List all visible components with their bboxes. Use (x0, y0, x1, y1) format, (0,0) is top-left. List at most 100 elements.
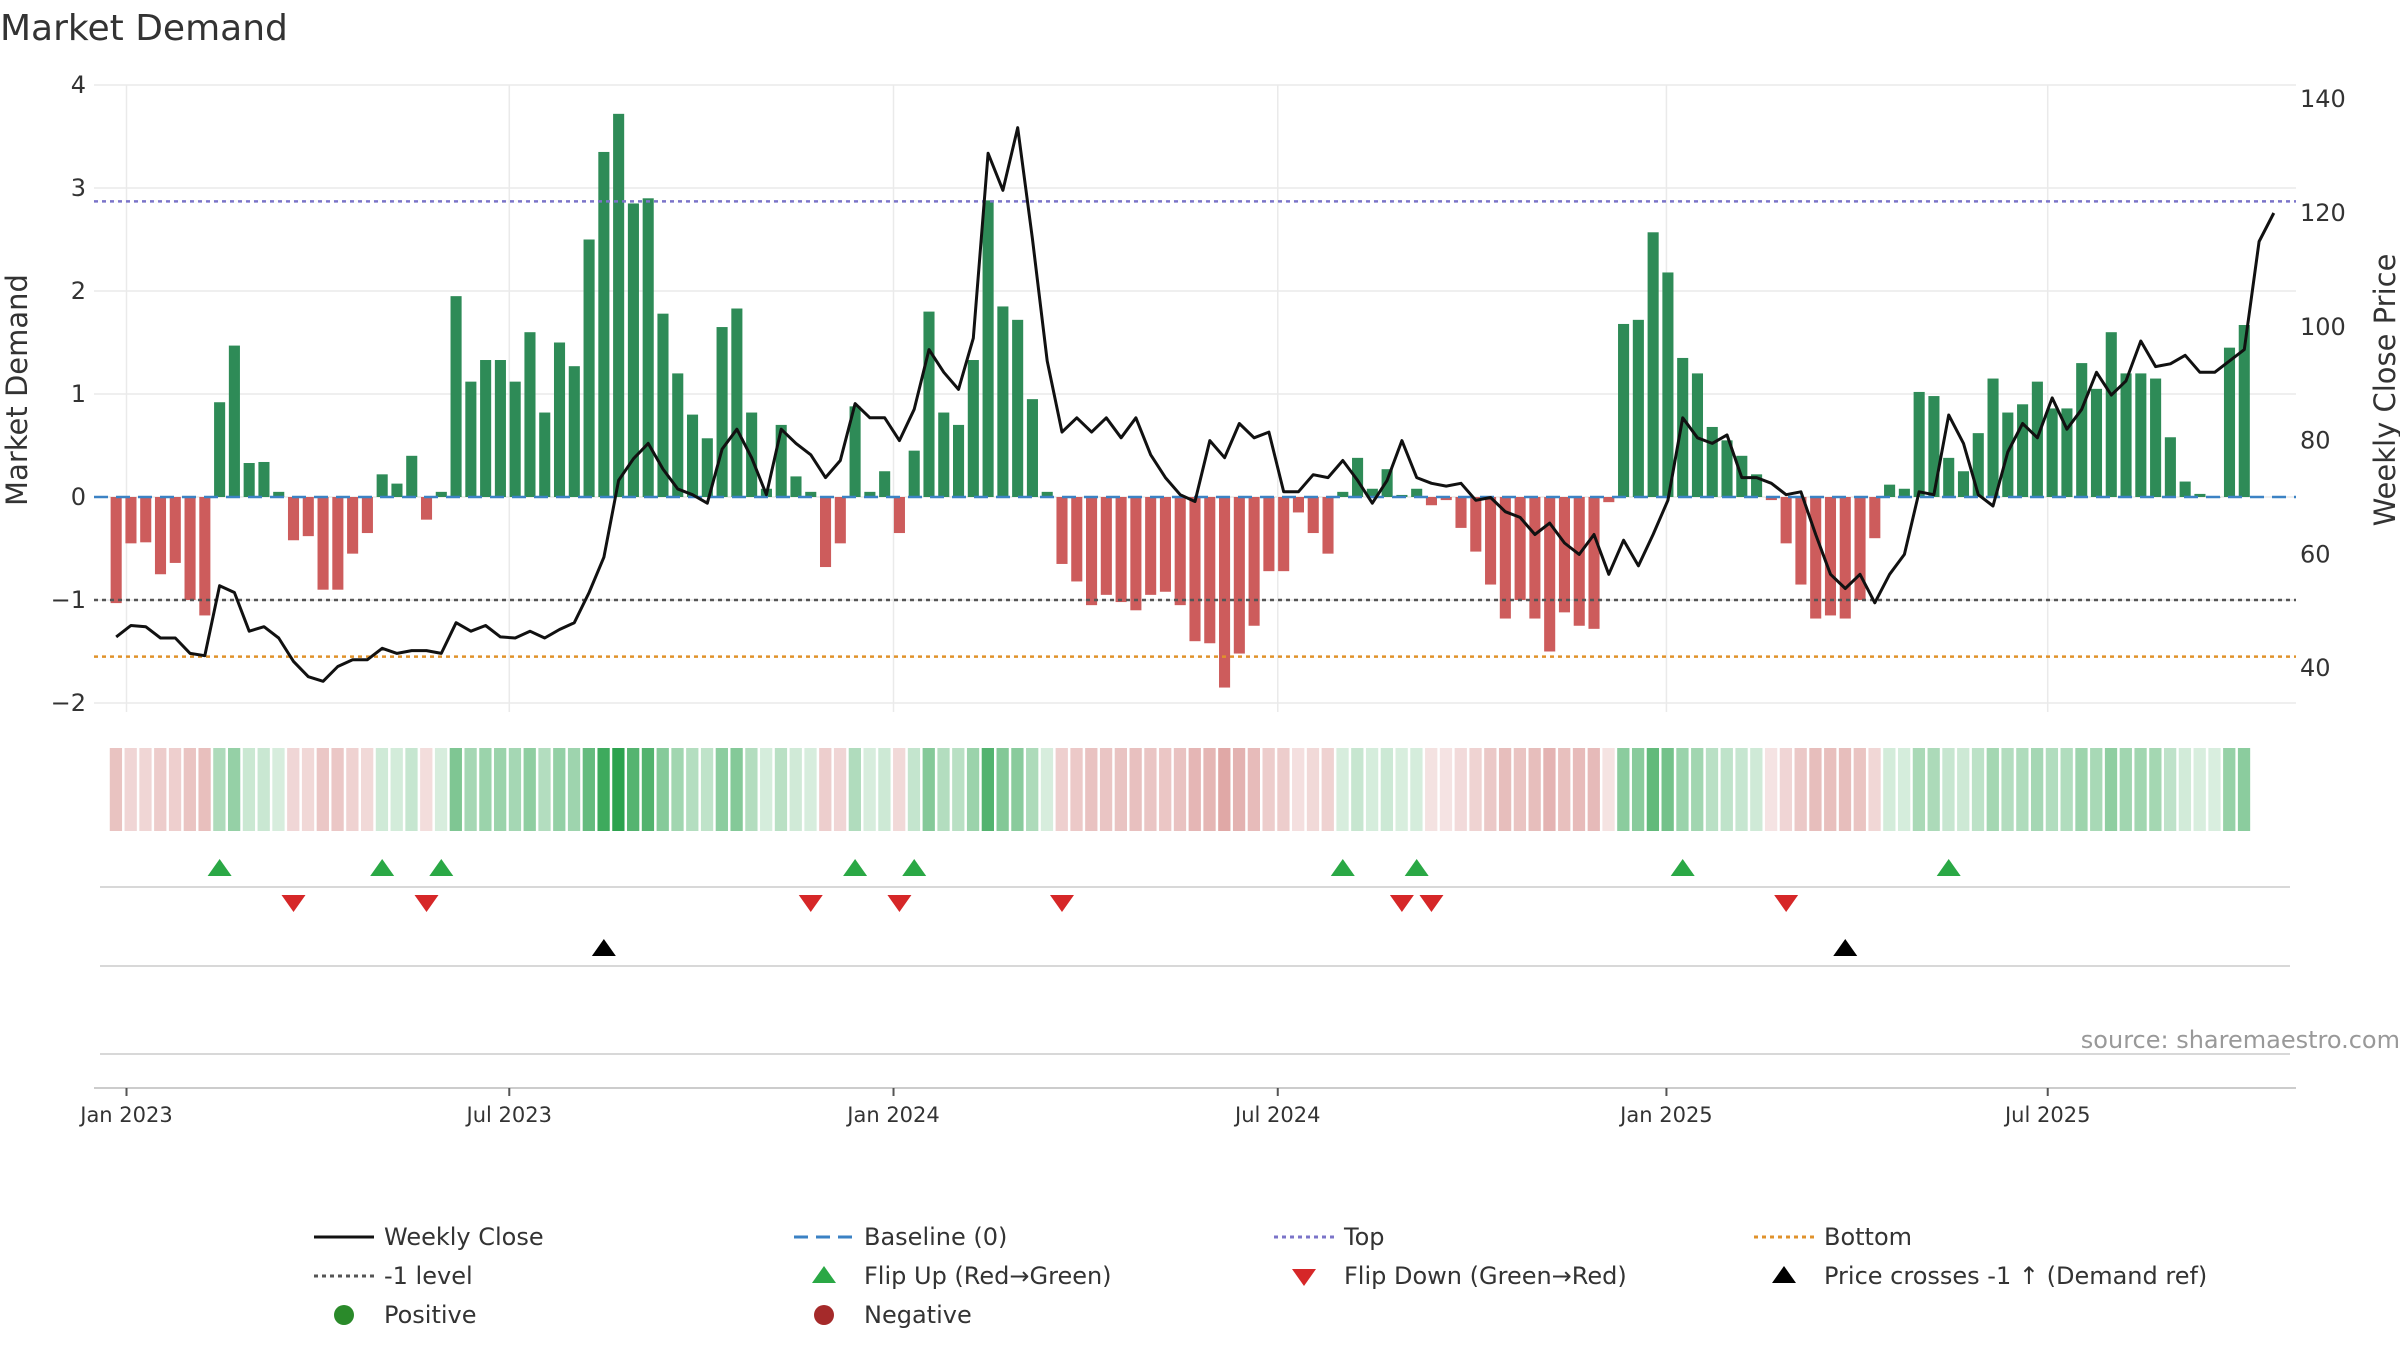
demand-bar (1012, 319, 1024, 497)
heat-cell (1868, 748, 1881, 831)
demand-bar (1189, 497, 1201, 642)
demand-bar (1544, 497, 1556, 652)
heat-cell (331, 748, 344, 831)
heat-cell (479, 748, 492, 831)
demand-bar (1041, 491, 1053, 497)
demand-bar (1810, 497, 1822, 619)
heat-cell (183, 748, 196, 831)
demand-bar (465, 381, 477, 497)
heat-cell (1351, 748, 1364, 831)
heat-cell (2119, 748, 2132, 831)
demand-bar (1972, 433, 1984, 497)
demand-bar (642, 198, 654, 498)
heat-cell (1395, 748, 1408, 831)
heat-cell (1631, 748, 1645, 831)
demand-bar (1721, 440, 1733, 497)
y2-axis-label: Weekly Close Price (2368, 254, 2400, 527)
heat-cell (2045, 748, 2059, 831)
demand-bar (391, 483, 403, 497)
demand-bar (2017, 404, 2029, 497)
heat-cell (272, 748, 285, 831)
y2-tick-label: 120 (2300, 199, 2346, 227)
demand-bar (228, 345, 240, 497)
demand-bar (539, 412, 551, 497)
demand-bar (613, 113, 625, 497)
heat-cell (1277, 748, 1290, 831)
demand-bar (1854, 497, 1866, 600)
heat-cell (1720, 748, 1733, 831)
demand-bar (1425, 497, 1437, 506)
heat-cell (2149, 748, 2162, 831)
y2-tick-label: 80 (2300, 427, 2331, 455)
legend-label: Flip Down (Green→Red) (1344, 1262, 1627, 1290)
demand-bar (2046, 408, 2058, 497)
heat-cell (1099, 748, 1113, 831)
demand-bar (849, 406, 861, 497)
flip-down-marker (1389, 895, 1414, 912)
heat-cell (1883, 748, 1896, 831)
demand-bar (672, 373, 684, 497)
heat-cell (1912, 748, 1926, 831)
demand-bar (1898, 488, 1910, 497)
heat-cell (1232, 748, 1246, 831)
heat-cell (952, 748, 965, 831)
x-ticks: Jan 2023 Jul 2023 Jan 2024 Jul 2024 Jan 2025… (78, 1087, 2296, 1127)
heat-cell (1425, 748, 1438, 831)
demand-bar (834, 497, 846, 544)
flip-down-marker (1419, 895, 1444, 912)
demand-bar (923, 311, 935, 497)
heat-cell (893, 748, 906, 831)
heat-cell (1691, 748, 1704, 831)
legend-label: Negative (864, 1301, 972, 1329)
flip-up-marker (370, 859, 395, 876)
y2-tick-label: 60 (2300, 540, 2331, 568)
heat-cell (1705, 748, 1719, 831)
demand-bar (1943, 457, 1955, 497)
demand-bar (420, 497, 433, 520)
legend-label: Weekly Close (384, 1223, 544, 1251)
heat-cell (804, 748, 817, 831)
event-markers (100, 859, 2290, 1055)
heat-cell (1114, 748, 1127, 831)
heat-cell (168, 748, 182, 831)
demand-bar (1632, 319, 1644, 497)
demand-bar (1470, 497, 1482, 552)
demand-bar (1603, 497, 1615, 503)
demand-bar (2061, 408, 2073, 497)
heat-cell (1484, 748, 1497, 831)
flip-up-marker (843, 859, 868, 876)
demand-bar (243, 463, 255, 497)
heat-cell (301, 748, 315, 831)
demand-bar (908, 450, 920, 497)
x-tick-label: Jul 2025 (2003, 1103, 2090, 1127)
demand-bar (997, 306, 1009, 497)
demand-bar (1115, 497, 1127, 603)
demand-bar (1558, 497, 1571, 613)
demand-bar (701, 438, 713, 497)
heat-cell (2163, 748, 2177, 831)
heat-cell (627, 748, 640, 831)
demand-bar (2223, 347, 2236, 497)
heat-cell (1853, 748, 1866, 831)
demand-bar (1145, 497, 1157, 595)
heat-cell (760, 748, 773, 831)
heat-cell (1927, 748, 1940, 831)
demand-bar (967, 360, 979, 497)
heat-cell (434, 748, 448, 831)
heat-cell (582, 748, 595, 831)
demand-bar (1869, 497, 1881, 539)
demand-bar (790, 476, 802, 497)
demand-bar (1485, 497, 1497, 585)
heat-cell (316, 748, 329, 831)
legend-label: Price crosses -1 ↑ (Demand ref) (1824, 1262, 2207, 1290)
heat-cell (1188, 748, 1201, 831)
legend-label: Bottom (1824, 1223, 1912, 1251)
heat-cell (1085, 748, 1098, 831)
heat-cell (2134, 748, 2147, 831)
heat-cell (464, 748, 477, 831)
heat-cell (1646, 748, 1660, 831)
demand-bar (361, 497, 373, 534)
demand-bar (686, 414, 699, 497)
demand-bar (2179, 481, 2191, 497)
heat-cell (2193, 748, 2206, 831)
